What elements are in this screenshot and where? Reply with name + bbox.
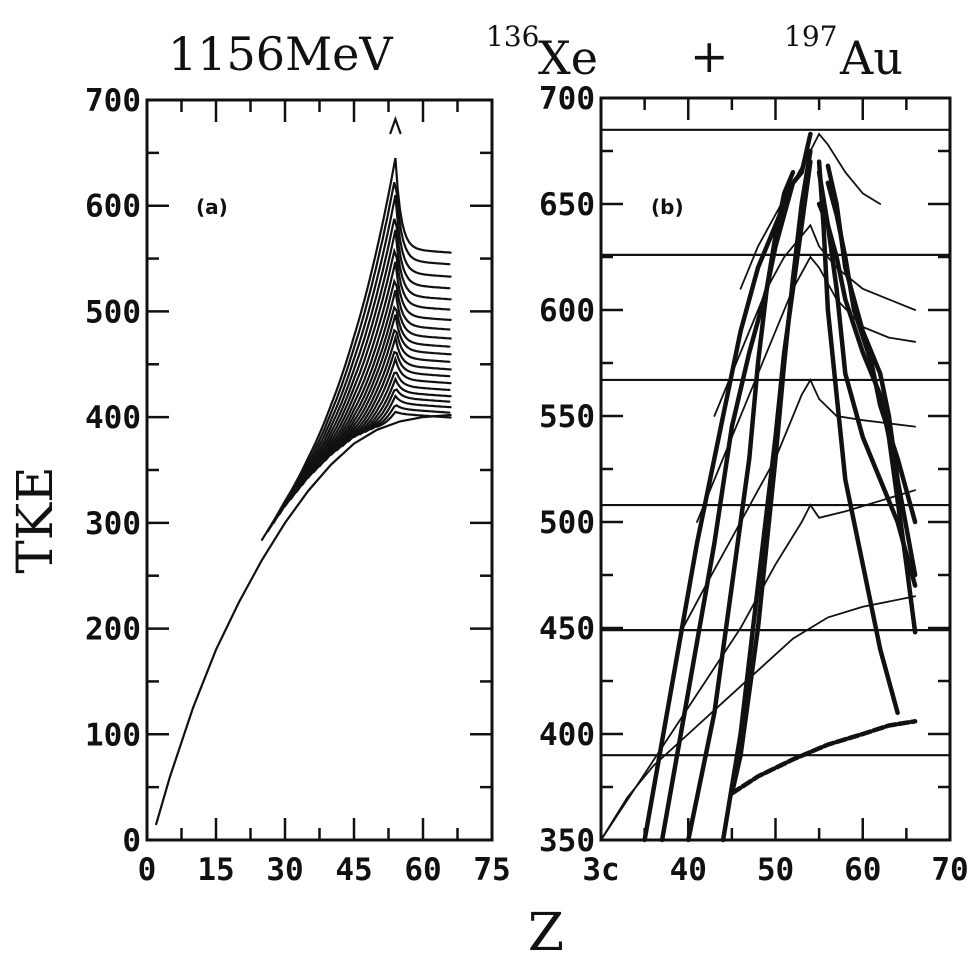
panel-a-family-curve (278, 218, 451, 516)
panel-b-x-tick-label: 60 (844, 852, 881, 888)
panel-a-y-tick-label: 400 (85, 400, 141, 436)
panel-a-family-curve (347, 371, 451, 443)
panel-a-y-tick-label: 300 (85, 506, 141, 542)
panel-a-y-tick-label: 600 (85, 189, 141, 225)
panel-a-y-tick-label: 200 (85, 612, 141, 648)
title-group: 1156MeV 136 Xe + 197 Au (168, 20, 903, 85)
panel-a-x-tick-label: 0 (138, 852, 157, 888)
panel-b-thin-curve (678, 378, 916, 636)
panel-a-family-curve (266, 181, 451, 533)
panel-a-y-ticks: 0 100 200 300 400 500 600 700 (85, 83, 492, 859)
panel-a-base-curve (155, 413, 452, 826)
panel-a-x-tick-label: 45 (335, 852, 372, 888)
panel-b-x-tick-label: 40 (670, 852, 707, 888)
panel-b-thick-curve (816, 159, 900, 716)
panel-b-y-tick-label: 350 (539, 823, 595, 859)
panel-b-thick-curve (825, 180, 918, 525)
panel-a-caret-mark (389, 115, 402, 135)
panel-a-family-curve (295, 261, 452, 494)
panel-a-x-tick-label: 15 (197, 852, 234, 888)
panel-a-family-curve (301, 278, 451, 486)
panel-b-thick-curve (720, 159, 813, 843)
panel-a-family-curve (312, 305, 451, 474)
panel-a-y-tick-label: 0 (122, 823, 141, 859)
panel-b-thick-curve (729, 148, 813, 796)
panel-b-thick-curve (659, 169, 804, 843)
title-proj-mass: 136 (486, 20, 539, 53)
panel-b: (b) 350 400 450 500 550 600 650 700 3с 40 50 60 70 (539, 81, 969, 888)
title-targ: Au (839, 31, 903, 85)
panel-a-y-tick-label: 100 (85, 717, 141, 753)
panel-a-family-curve (335, 350, 451, 452)
panel-a-family-curve (364, 393, 452, 433)
title-targ-mass: 197 (784, 20, 837, 53)
panel-b-y-tick-label: 650 (539, 187, 595, 223)
panel-b-label: (b) (651, 195, 684, 219)
title-proj: Xe (538, 31, 598, 85)
panel-b-x-tick-label: 50 (757, 852, 794, 888)
panel-b-y-tick-label: 400 (539, 717, 595, 753)
panel-a-family-curve (289, 247, 451, 501)
panel-a-family-curve (352, 376, 452, 439)
y-axis-label: TKE (6, 466, 64, 573)
panel-a-family-curve (324, 328, 451, 462)
panel-b-x-tick-label: 3с (582, 852, 619, 888)
panel-b-thin-curve (600, 489, 916, 841)
title-energy: 1156MeV (168, 27, 393, 81)
panel-b-bottom-curve (729, 719, 918, 796)
panel-a-y-tick-label: 500 (85, 294, 141, 330)
panel-a-x-tick-label: 60 (404, 852, 441, 888)
panel-a-x-ticks: 0 15 30 45 60 75 (138, 100, 511, 888)
panel-a-family-curve (341, 355, 452, 447)
panel-b-thin-curve (696, 255, 916, 523)
panel-a-family-curve (370, 404, 451, 431)
panel-b-y-tick-label: 500 (539, 505, 595, 541)
panel-a-family-curve (306, 290, 452, 479)
panel-b-curves (600, 131, 918, 843)
panel-b-y-tick-label: 700 (539, 81, 595, 117)
panel-b-thin-curve (739, 132, 882, 290)
panel-b-x-ticks: 3с 40 50 60 70 (582, 98, 969, 888)
panel-a-family-curve (283, 229, 452, 508)
x-axis-label: Z (528, 903, 564, 961)
panel-b-thin-curve (713, 223, 916, 417)
panel-b-y-ticks: 350 400 450 500 550 600 650 700 (539, 81, 950, 859)
panel-a-family-curve (375, 410, 452, 428)
panel-a-x-tick-label: 30 (266, 852, 303, 888)
panel-a-y-tick-label: 700 (85, 83, 141, 119)
panel-a: (a) 0 100 200 300 400 500 600 700 0 15 30 45 60 75 (85, 83, 511, 888)
panel-a-curves (155, 115, 452, 826)
panel-b-thick-curve (686, 169, 796, 843)
panel-a-x-tick-label: 75 (473, 852, 510, 888)
panel-a-family-curve (260, 157, 452, 541)
panel-b-x-tick-label: 70 (931, 852, 968, 888)
panel-b-y-tick-label: 450 (539, 611, 595, 647)
panel-a-family-curve (318, 314, 452, 468)
panel-b-thick-curve (642, 131, 813, 843)
panel-b-y-tick-label: 550 (539, 399, 595, 435)
panel-a-family-curve (329, 333, 452, 456)
panel-a-label: (a) (196, 195, 228, 219)
panel-b-y-tick-label: 600 (539, 293, 595, 329)
panel-a-family-curve (358, 388, 451, 436)
title-plus: + (690, 29, 729, 83)
panel-a-family-curve (272, 194, 452, 525)
panel-b-thick-curve (816, 201, 918, 635)
